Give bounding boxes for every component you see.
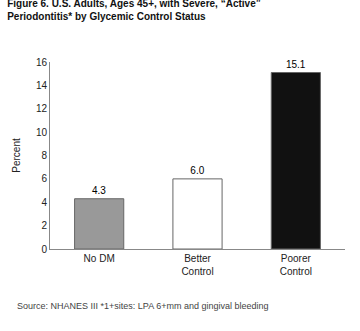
svg-text:PoorerControl: PoorerControl	[280, 253, 312, 277]
svg-text:10: 10	[36, 127, 48, 138]
svg-text:12: 12	[36, 103, 48, 114]
svg-text:4.3: 4.3	[92, 185, 106, 196]
svg-text:BetterControl: BetterControl	[181, 253, 213, 277]
svg-text:Percent: Percent	[11, 138, 22, 173]
svg-text:6: 6	[41, 173, 47, 184]
svg-text:16: 16	[36, 57, 48, 68]
svg-text:8: 8	[41, 150, 47, 161]
svg-text:Source: NHANES III *1+sites: L: Source: NHANES III *1+sites: LPA 6+mm an…	[17, 301, 268, 311]
svg-text:Figure 6. U.S. Adults, Ages 45: Figure 6. U.S. Adults, Ages 45+, with Se…	[7, 0, 261, 22]
svg-text:14: 14	[36, 80, 48, 91]
svg-text:15.1: 15.1	[286, 59, 306, 70]
svg-text:2: 2	[41, 220, 47, 231]
svg-text:0: 0	[41, 244, 47, 255]
svg-text:4: 4	[41, 197, 47, 208]
svg-text:No DM: No DM	[84, 253, 115, 264]
svg-text:6.0: 6.0	[190, 165, 204, 176]
